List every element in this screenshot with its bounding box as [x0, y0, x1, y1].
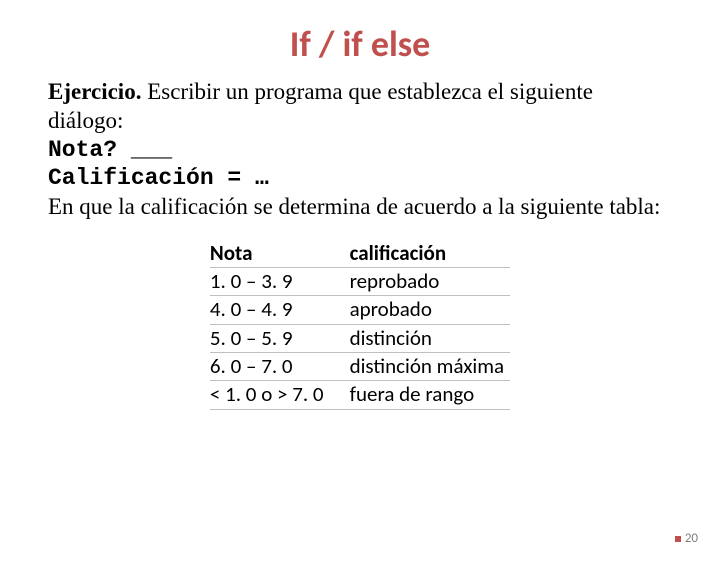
slide: If / if else Ejercicio. Escribir un prog… [0, 22, 720, 562]
col-header-nota: Nota [210, 240, 334, 268]
cell-calif: distinción [334, 324, 511, 352]
table-container: Nota calificación 1. 0 – 3. 9 reprobado … [48, 240, 672, 410]
cell-nota: < 1. 0 o > 7. 0 [210, 381, 334, 409]
table-row: 6. 0 – 7. 0 distinción máxima [210, 352, 510, 380]
exercise-label: Ejercicio. [48, 79, 141, 104]
body-content: Ejercicio. Escribir un programa que esta… [0, 78, 720, 410]
cell-nota: 4. 0 – 4. 9 [210, 296, 334, 324]
footer-bullet-icon [675, 536, 681, 542]
cell-calif: aprobado [334, 296, 511, 324]
table-row: 5. 0 – 5. 9 distinción [210, 324, 510, 352]
table-row: 4. 0 – 4. 9 aprobado [210, 296, 510, 324]
slide-footer: 20 [675, 531, 698, 546]
cell-nota: 1. 0 – 3. 9 [210, 268, 334, 296]
cell-nota: 6. 0 – 7. 0 [210, 352, 334, 380]
grade-table: Nota calificación 1. 0 – 3. 9 reprobado … [210, 240, 510, 410]
page-number: 20 [685, 531, 698, 546]
table-row: < 1. 0 o > 7. 0 fuera de rango [210, 381, 510, 409]
col-header-calif: calificación [334, 240, 511, 268]
exercise-note: En que la calificación se determina de a… [48, 193, 672, 222]
table-row: 1. 0 – 3. 9 reprobado [210, 268, 510, 296]
cell-calif: fuera de rango [334, 381, 511, 409]
code-line-2: Calificación = … [48, 164, 672, 193]
page-title: If / if else [0, 22, 720, 66]
exercise-intro: Ejercicio. Escribir un programa que esta… [48, 78, 672, 136]
code-line-1: Nota? ___ [48, 136, 672, 165]
cell-calif: reprobado [334, 268, 511, 296]
cell-calif: distinción máxima [334, 352, 511, 380]
table-header-row: Nota calificación [210, 240, 510, 268]
cell-nota: 5. 0 – 5. 9 [210, 324, 334, 352]
